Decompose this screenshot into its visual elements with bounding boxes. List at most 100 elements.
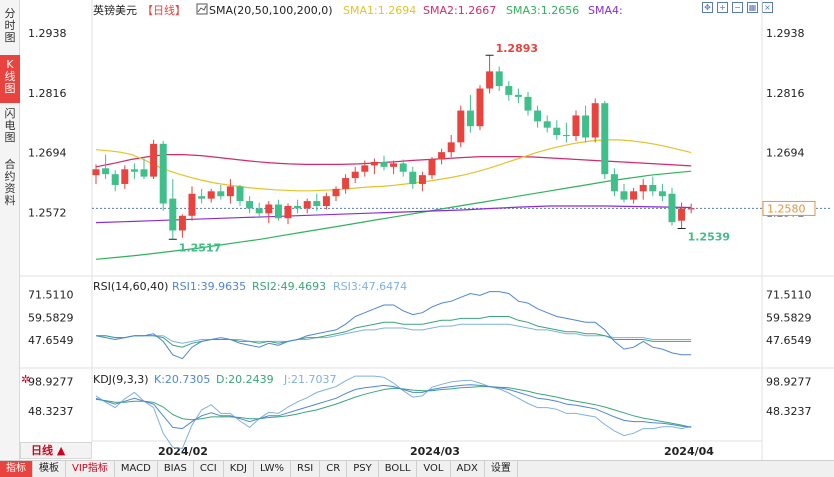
candle-body-4 — [130, 169, 138, 172]
rsi-tick-right-1: 59.5829 — [766, 311, 812, 324]
candle-body-28 — [361, 165, 369, 172]
kdj-tick-left-0: 98.9277 — [28, 375, 74, 388]
candle-body-11 — [198, 196, 206, 199]
candle-body-54 — [610, 174, 618, 192]
price-tick-left-0: 1.2938 — [28, 27, 67, 40]
date-label-feb: 2024/02 — [158, 445, 208, 458]
candle-body-10 — [188, 193, 196, 216]
candle-body-16 — [246, 201, 254, 209]
kdj-j-value: J:21.7037 — [283, 373, 336, 386]
low1-marker-label: 1.2517 — [179, 241, 221, 254]
chart-tools: ✥ + − ▦ × — [702, 2, 773, 13]
high-marker-label: 1.2893 — [496, 42, 538, 55]
candle-body-21 — [294, 205, 302, 209]
indicator-tab-12[interactable]: VOL — [417, 461, 451, 477]
candle-body-50 — [572, 115, 580, 136]
candle-body-62 — [687, 208, 695, 210]
price-tick-left-2: 1.2694 — [28, 147, 67, 160]
kdj-settings-icon[interactable]: ✲ — [21, 373, 30, 386]
candle-body-2 — [111, 174, 119, 185]
indicator-tab-10[interactable]: PSY — [347, 461, 379, 477]
rsi2-value: RSI2:49.4693 — [252, 280, 326, 293]
tab-contract-info[interactable]: 合约资料 — [4, 158, 16, 207]
rsi3-value: RSI3:47.6474 — [333, 280, 407, 293]
candle-body-55 — [620, 191, 628, 200]
indicator-tab-6[interactable]: KDJ — [224, 461, 254, 477]
candle-body-60 — [668, 193, 676, 223]
rsi2-line — [96, 316, 692, 348]
candle-body-12 — [207, 191, 215, 199]
indicator-tab-2[interactable]: VIP指标 — [66, 461, 115, 477]
candle-body-32 — [399, 163, 407, 172]
sma-indicator-icon-line — [197, 5, 207, 13]
sma3-line — [95, 170, 692, 260]
candle-body-43 — [505, 86, 513, 95]
candle-body-41 — [486, 71, 494, 89]
price-tick-right-1: 1.2816 — [766, 87, 805, 100]
indicator-tab-14[interactable]: 设置 — [485, 461, 518, 477]
price-tick-left-3: 1.2572 — [28, 206, 67, 219]
candle-body-25 — [332, 188, 340, 197]
rsi1-value: RSI1:39.9635 — [172, 280, 246, 293]
last-price-text: 1.2580 — [767, 202, 806, 215]
move-icon[interactable]: ✥ — [702, 2, 713, 13]
candle-body-14 — [226, 186, 234, 197]
candle-body-51 — [582, 115, 590, 138]
candle-body-23 — [313, 201, 321, 206]
indicator-tab-9[interactable]: CR — [320, 461, 348, 477]
indicator-tab-11[interactable]: BOLL — [379, 461, 418, 477]
candle-body-33 — [409, 171, 417, 184]
candle-body-13 — [217, 191, 225, 197]
period-selector[interactable]: 日线 ▲ — [20, 442, 92, 459]
kdj-d-value: D:20.2439 — [216, 373, 274, 386]
candle-body-1 — [102, 168, 110, 175]
candle-body-49 — [562, 135, 570, 137]
sma-indicator-icon — [196, 3, 208, 15]
tab-time-share[interactable]: 分时图 — [4, 7, 16, 44]
candle-body-24 — [322, 196, 330, 206]
rsi3-line — [96, 323, 692, 344]
kdj-tick-right-0: 98.9277 — [766, 375, 812, 388]
candle-body-31 — [390, 163, 398, 167]
candle-body-35 — [428, 159, 436, 176]
date-label-mar: 2024/03 — [410, 445, 460, 458]
zoom-in-icon[interactable]: + — [717, 2, 728, 13]
indicator-tab-3[interactable]: MACD — [115, 461, 158, 477]
indicator-tab-0[interactable]: 指标 — [0, 461, 33, 477]
sma3-value: SMA3:1.2656 — [506, 4, 579, 17]
indicator-tab-5[interactable]: CCI — [194, 461, 224, 477]
indicator-tab-4[interactable]: BIAS — [158, 461, 194, 477]
kdj-d-line — [95, 386, 692, 428]
candle-body-36 — [438, 152, 446, 160]
candle-body-48 — [553, 127, 561, 136]
tab-flash-chart[interactable]: 闪电图 — [4, 107, 16, 144]
rsi-tick-right-0: 71.5110 — [766, 288, 812, 301]
date-label-apr: 2024/04 — [664, 445, 714, 458]
candle-body-30 — [380, 161, 388, 167]
last-price-tag — [762, 200, 816, 216]
candle-body-20 — [284, 205, 292, 219]
low2-marker-label: 1.2539 — [688, 231, 730, 244]
candle-body-18 — [265, 204, 273, 214]
kdj-k-value: K:20.7305 — [154, 373, 210, 386]
indicator-tab-13[interactable]: ADX — [451, 461, 485, 477]
grid-icon[interactable]: ▦ — [747, 2, 758, 13]
zoom-out-icon[interactable]: − — [732, 2, 743, 13]
candle-body-40 — [476, 88, 484, 127]
rsi-label: RSI(14,60,40) — [93, 280, 168, 293]
indicator-tab-8[interactable]: RSI — [291, 461, 321, 477]
indicator-tab-7[interactable]: LW% — [254, 461, 291, 477]
candle-body-44 — [514, 94, 522, 97]
period-label: 【日线】 — [142, 3, 186, 17]
candle-body-15 — [236, 186, 244, 202]
candle-body-6 — [150, 143, 158, 177]
sma1-value: SMA1:1.2694 — [343, 4, 416, 17]
indicator-tab-1[interactable]: 模板 — [33, 461, 66, 477]
rsi-tick-left-2: 47.6549 — [28, 334, 74, 347]
candle-body-61 — [678, 208, 686, 221]
candle-body-46 — [534, 110, 542, 122]
kdj-label: KDJ(9,3,3) — [93, 373, 149, 386]
candle-body-38 — [457, 110, 465, 143]
